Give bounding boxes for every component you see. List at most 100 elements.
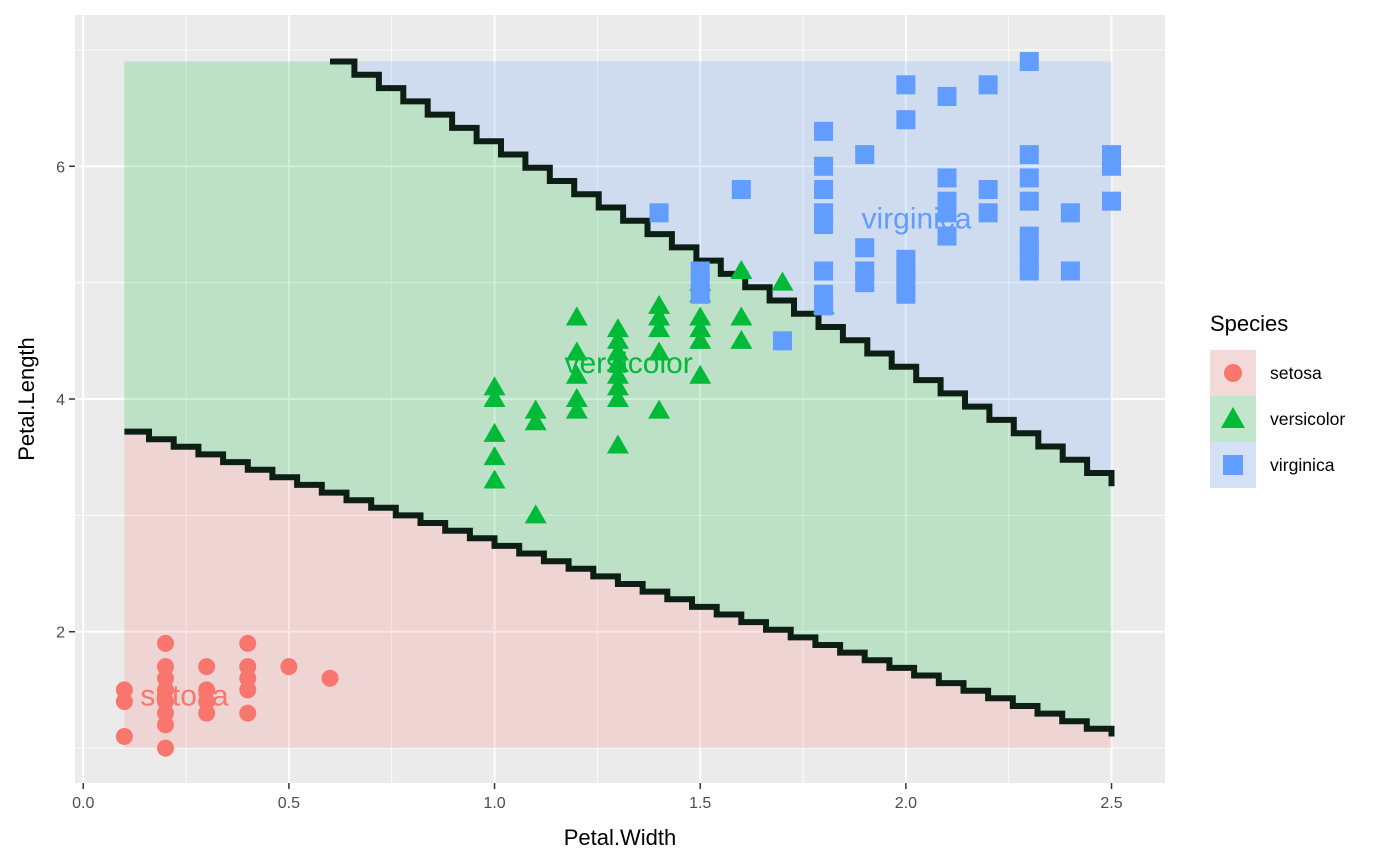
virginica-region [330,61,1112,487]
virginica-point [855,238,875,258]
versicolor-point [483,469,506,489]
setosa-point [115,693,133,711]
versicolor-point [606,376,629,396]
legend-label-setosa: setosa [1270,363,1322,383]
setosa-point [198,658,216,676]
major-gridlines [75,15,1165,783]
setosa-point [115,727,133,745]
virginica-point [855,145,875,165]
class-labels: setosa versicolor virginica [140,203,972,713]
virginica-point [978,75,998,95]
virginica-point [937,226,957,246]
versicolor-point [565,364,588,384]
virginica-point [814,156,834,176]
virginica-point [1019,145,1039,165]
virginica-point [1019,168,1039,188]
virginica-point [937,168,957,188]
versicolor-point [606,364,629,384]
legend-keys: setosa versicolor virginica [1210,350,1345,488]
virginica-point [690,284,710,304]
versicolor-point [524,411,547,431]
versicolor-point [689,364,712,384]
virginica-point [1060,261,1080,281]
setosa-point [156,716,174,734]
versicolor-point [648,318,671,338]
setosa-point [156,681,174,699]
x-tick-label: 2.5 [1100,795,1122,812]
setosa-point [115,681,133,699]
legend-label-versicolor: versicolor [1270,409,1345,429]
x-axis-title: Petal.Width [564,825,677,850]
setosa-point [198,681,216,699]
virginica-point [1102,156,1122,176]
setosa-point [156,739,174,757]
virginica-point [978,203,998,223]
class-label-virginica: virginica [862,203,972,236]
setosa-point [156,693,174,711]
versicolor-point [565,341,588,361]
versicolor-point [565,306,588,326]
setosa-point [321,669,339,687]
y-axis-title: Petal.Length [14,337,39,461]
virginica-point [978,180,998,200]
versicolor-point [606,318,629,338]
setosa-point [156,634,174,652]
setosa-point [239,634,257,652]
y-tick-label: 2 [56,625,65,642]
legend-symbol-versicolor [1221,407,1245,428]
decision-boundaries [124,58,1115,737]
versicolor-point [730,306,753,326]
setosa-point [198,704,216,722]
legend-label-virginica: virginica [1270,455,1335,475]
versicolor-point [689,318,712,338]
setosa-point [156,658,174,676]
versicolor-point [689,329,712,349]
versicolor-point [689,306,712,326]
virginica-point [814,180,834,200]
versicolor-point [730,329,753,349]
x-tick-label: 1.0 [483,795,505,812]
boundary-setosa-versicolor [124,428,1115,737]
setosa-point [156,669,174,687]
versicolor-point [606,353,629,373]
setosa-point [239,669,257,687]
versicolor-point [648,399,671,419]
versicolor-point [648,306,671,326]
virginica-point [896,284,916,304]
virginica-point [649,203,669,223]
x-tick-label: 0.0 [72,795,94,812]
virginica-point [814,261,834,281]
legend-symbol-setosa [1224,364,1242,382]
setosa-point [280,658,298,676]
x-tick-label: 0.5 [278,795,300,812]
virginica-point [772,331,792,351]
x-tick-label: 2.0 [895,795,917,812]
x-tick-label: 1.5 [689,795,711,812]
virginica-point [1019,191,1039,211]
y-tick-label: 6 [56,159,65,176]
versicolor-point [524,399,547,419]
virginica-point [814,214,834,234]
boundary-versicolor-virginica [330,58,1115,487]
versicolor-point [524,504,547,524]
setosa-point [239,681,257,699]
versicolor-point [606,434,629,454]
setosa-point [239,704,257,722]
virginica-point [1019,52,1039,72]
virginica-point [1060,203,1080,223]
versicolor-point [730,260,753,279]
virginica-point [937,86,957,106]
data-points [115,52,1122,757]
versicolor-point [483,388,506,407]
versicolor-point [771,271,794,291]
axes: 0.0 0.5 1.0 1.5 2.0 2.5 2 4 6 [56,159,1123,812]
setosa-point [239,658,257,676]
versicolor-point [483,446,506,466]
class-label-setosa: setosa [140,680,229,713]
versicolor-point [483,376,506,396]
versicolor-point [648,294,671,314]
virginica-point [855,273,875,293]
setosa-point [156,704,174,722]
class-label-versicolor: versicolor [564,347,692,380]
